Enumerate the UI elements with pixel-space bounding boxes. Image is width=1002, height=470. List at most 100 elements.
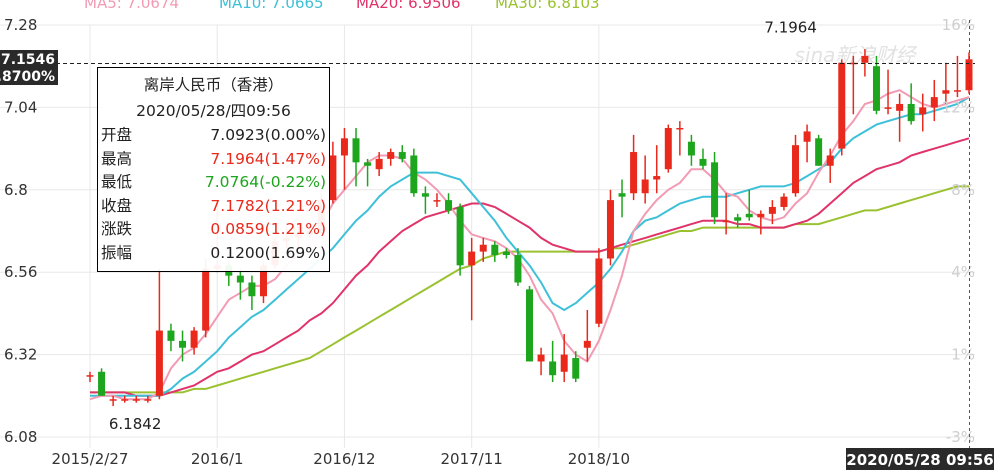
- candle-body: [583, 340, 591, 348]
- candle-body: [907, 103, 915, 122]
- candle-body: [491, 244, 499, 256]
- ma30-legend: MA30: 6.8103: [495, 0, 600, 12]
- amplitude-value: 0.1200(1.69%): [210, 243, 326, 262]
- candle: [514, 248, 522, 286]
- candle-body: [236, 275, 244, 283]
- candle-body: [167, 330, 175, 341]
- change-label: 涨跌: [101, 220, 133, 238]
- candle-body: [190, 330, 198, 348]
- candle: [421, 186, 429, 214]
- ma20-line: [90, 137, 970, 397]
- price-tick-label: 6.32: [4, 346, 37, 364]
- candle: [340, 128, 348, 190]
- date-axis: 2015/2/27 2016/1 2016/12 2017/11 2018/10: [52, 450, 631, 468]
- ma20-legend: MA20: 6.9506: [356, 0, 461, 12]
- annotations: 7.1964 6.1842: [109, 19, 817, 434]
- candle: [132, 395, 140, 403]
- tooltip-name: 离岸人民币（香港）: [143, 76, 284, 94]
- percent-axis: 16% 12% 8% 4% 1% -3%: [942, 16, 975, 446]
- candle: [907, 83, 915, 125]
- candle: [109, 395, 117, 407]
- candle-body: [398, 152, 406, 159]
- tooltip-row-close: 收盘 7.1782(1.21%): [98, 195, 329, 219]
- candle: [491, 241, 499, 262]
- candle-body: [329, 155, 337, 201]
- candle-body: [526, 289, 533, 362]
- candle-body: [595, 258, 603, 324]
- candle: [861, 49, 869, 77]
- candle-body: [815, 138, 823, 166]
- high-annotation: 7.1964: [764, 19, 817, 37]
- tooltip-row-low: 最低 7.0764(-0.22%): [98, 171, 329, 195]
- candle-body: [896, 103, 904, 111]
- candle: [502, 248, 510, 259]
- candle-body: [468, 251, 476, 266]
- candle-body: [919, 107, 927, 115]
- candle: [618, 179, 626, 218]
- candle: [549, 340, 557, 383]
- candle-body: [421, 193, 429, 197]
- candle-body: [433, 200, 441, 202]
- candle: [953, 55, 961, 98]
- change-value: 0.0859(1.21%): [210, 220, 326, 238]
- close-value: 7.1782(1.21%): [210, 196, 326, 215]
- date-tick-label: 2018/10: [568, 450, 630, 468]
- candle: [86, 371, 94, 383]
- candle-body: [456, 206, 464, 266]
- price-tick-label: 6.56: [4, 263, 37, 281]
- candle-body: [653, 176, 661, 180]
- candle: [722, 193, 730, 235]
- candle-body: [606, 200, 614, 259]
- candle-body: [953, 90, 961, 92]
- candle-body: [248, 282, 256, 297]
- candle: [942, 62, 950, 104]
- candle-body: [641, 179, 649, 194]
- candle: [757, 210, 765, 235]
- tooltip-datetime: 2020/05/28/四09:56: [136, 102, 291, 120]
- candle: [479, 237, 487, 262]
- price-tick-label: 7.28: [4, 16, 37, 34]
- candles: [86, 49, 973, 407]
- candle-body: [942, 90, 950, 94]
- candle: [653, 145, 661, 194]
- candle-body: [98, 371, 106, 396]
- amplitude-label: 振幅: [101, 243, 133, 262]
- candle-body: [560, 354, 568, 372]
- ma30-line: [90, 185, 969, 394]
- candle: [456, 203, 464, 276]
- ma5-legend: MA5: 7.0674: [84, 0, 180, 12]
- candle: [664, 124, 672, 173]
- date-tick-label: 2017/11: [441, 450, 503, 468]
- candle-body: [479, 244, 487, 252]
- candle: [745, 189, 753, 221]
- price-tick-label: 6.08: [4, 428, 37, 446]
- percent-tick-label: 4%: [951, 263, 975, 281]
- candle: [826, 148, 834, 183]
- tooltip-row-amplitude: 振幅 0.1200(1.69%): [98, 242, 329, 266]
- tooltip-row-change: 涨跌 0.0859(1.21%): [98, 218, 329, 242]
- candle: [780, 193, 788, 211]
- candle: [398, 145, 406, 163]
- candle-body: [861, 55, 869, 63]
- tooltip-row-open: 开盘 7.0923(0.00%): [98, 124, 329, 148]
- candle-body: [109, 399, 117, 401]
- percent-tick-label: 12%: [942, 98, 975, 116]
- candle-body: [803, 131, 811, 142]
- candle: [896, 93, 904, 142]
- candle: [121, 395, 129, 403]
- candle-body: [86, 375, 94, 377]
- candle-body: [826, 155, 834, 166]
- candle: [364, 158, 372, 187]
- price-tick-label: 7.04: [4, 98, 37, 116]
- candle-body: [699, 158, 707, 166]
- candle-body: [780, 196, 788, 207]
- candle: [676, 121, 684, 156]
- candle: [930, 79, 938, 122]
- candle: [699, 148, 707, 170]
- candle: [606, 189, 614, 266]
- percent-tick-label: 1%: [951, 346, 975, 364]
- candle-body: [711, 162, 719, 218]
- crosshair-date-box: [846, 448, 994, 470]
- candle-body: [352, 138, 360, 163]
